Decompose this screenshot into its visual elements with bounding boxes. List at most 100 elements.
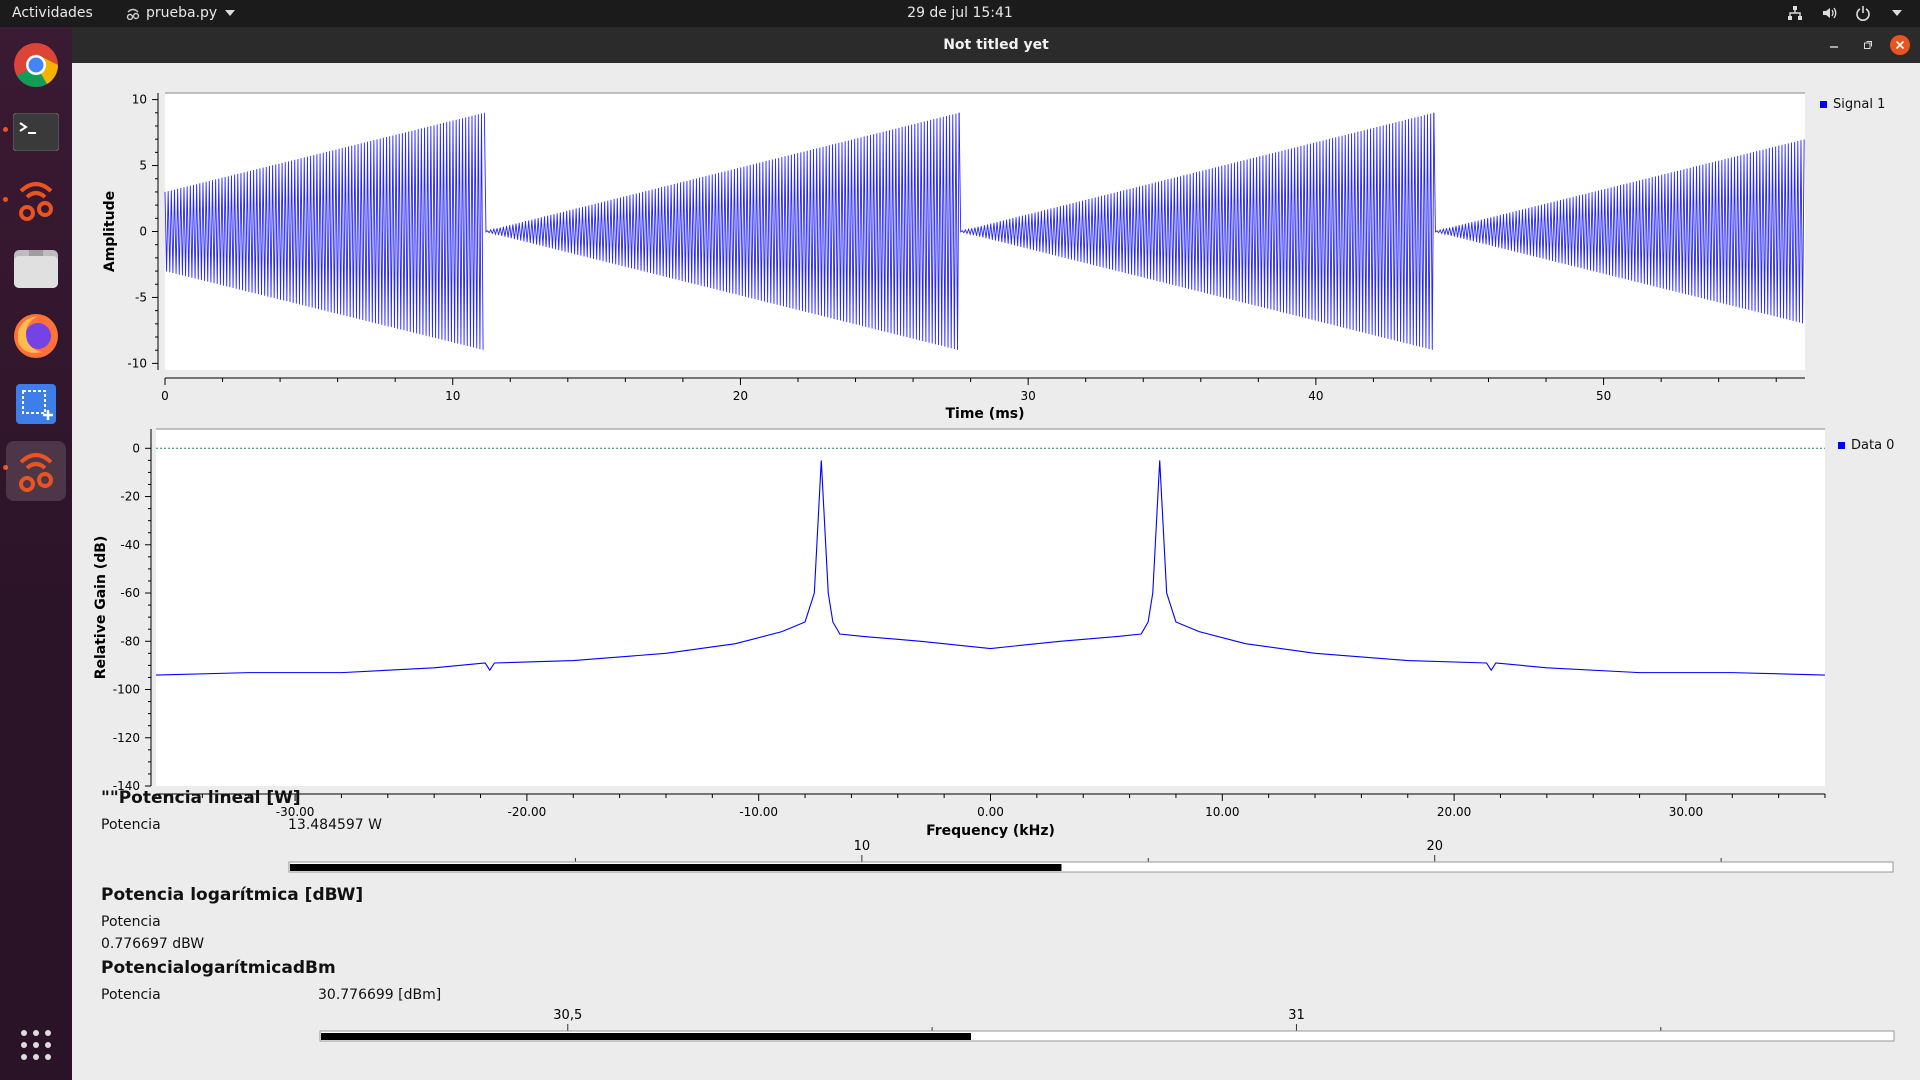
y-tick-label: -10 [127, 356, 147, 370]
x-tick-label: 20.00 [1437, 805, 1471, 819]
dock-item-chrome[interactable] [6, 35, 66, 95]
y-tick-label: -100 [113, 683, 140, 697]
dock [0, 27, 72, 1080]
app-menu[interactable]: prueba.py [126, 5, 236, 21]
chevron-down-icon [225, 10, 236, 16]
y-axis-label: Amplitude [102, 191, 118, 272]
y-tick-label: -20 [120, 490, 140, 504]
legend-label-data-0: Data 0 [1851, 438, 1895, 453]
legend-swatch [1820, 101, 1827, 108]
window-title: Not titled yet [943, 37, 1049, 53]
x-tick-label: 10 [445, 389, 460, 403]
close-button[interactable] [1890, 35, 1910, 55]
activities-button[interactable]: Actividades [12, 5, 93, 21]
x-tick-label: -10.00 [739, 805, 778, 819]
terminal-icon [13, 113, 59, 151]
label-potencia-dbm: Potencia [101, 987, 161, 1003]
y-tick-label: -140 [113, 779, 140, 793]
gauge-potencia-dbm: 30,5 31 [319, 1008, 1895, 1042]
y-tick-label: -60 [120, 586, 140, 600]
x-tick-label: 30 [1021, 389, 1036, 403]
x-tick-label: 0.00 [977, 805, 1004, 819]
x-tick-label: 40 [1308, 389, 1323, 403]
show-apps-button[interactable] [6, 1015, 66, 1075]
signal-1-line-segment-2 [958, 112, 1435, 350]
x-tick-label: 20 [733, 389, 748, 403]
gauge-fill [290, 864, 1062, 871]
chrome-icon [14, 43, 58, 87]
minimize-button[interactable] [1824, 35, 1844, 55]
value-potencia-dbm: 30.776699 [dBm] [318, 987, 442, 1003]
top-bar: Actividades prueba.py 29 de jul 15:41 [0, 0, 1920, 27]
dock-item-gnuradio-running[interactable] [6, 441, 66, 501]
gauge-track [319, 1030, 1895, 1042]
y-tick-label: -80 [120, 634, 140, 648]
gauge-track [288, 861, 1894, 873]
y-tick-label: -120 [113, 731, 140, 745]
network-icon[interactable] [1786, 4, 1804, 22]
freq-sink-plot[interactable]: 0 -20 -40 -60 -80 -100 -120 -140 -30.00 -20.00 -10… [72, 423, 1920, 843]
y-axis-label: Relative Gain (dB) [93, 536, 109, 680]
app-menu-label: prueba.py [146, 5, 218, 21]
y-tick-label: -40 [120, 538, 140, 552]
x-tick-label: 0 [161, 389, 169, 403]
restore-icon [1864, 41, 1872, 49]
y-tick-label: 0 [132, 441, 140, 455]
label-potencia-lineal: Potencia [101, 817, 161, 833]
close-icon [1895, 40, 1905, 50]
x-axis-label: Frequency (kHz) [926, 823, 1055, 839]
x-tick-label: -30.00 [276, 805, 315, 819]
y-tick-label: 0 [139, 225, 147, 239]
gnuradio-icon [19, 182, 53, 221]
screenshot-icon [16, 384, 56, 424]
maximize-button[interactable] [1858, 35, 1878, 55]
app-grid-icon [21, 1030, 51, 1060]
y-tick-label: -5 [135, 290, 147, 304]
minimize-icon [1830, 46, 1838, 48]
signal-1-line-segment-3 [1433, 112, 1805, 324]
power-icon[interactable] [1854, 4, 1872, 22]
y-tick-label: 10 [132, 93, 147, 107]
gnuradio-icon [126, 8, 140, 20]
legend-swatch [1838, 442, 1845, 449]
volume-icon[interactable] [1820, 4, 1838, 22]
gauge-tick-label: 31 [1288, 1008, 1305, 1023]
chevron-down-icon[interactable] [1888, 4, 1906, 22]
running-indicator [3, 127, 8, 132]
legend-label-signal-1: Signal 1 [1833, 97, 1886, 112]
gauge-tick-label: 10 [854, 839, 871, 854]
window-titlebar[interactable]: Not titled yet [72, 27, 1920, 63]
legend-freq[interactable]: Data 0 [1838, 438, 1894, 453]
x-tick-label: 10.00 [1205, 805, 1239, 819]
gauge-potencia-lineal: 10 20 [288, 839, 1894, 873]
heading-potencia-lineal: ""Potencia lineal [W] [101, 788, 301, 808]
heading-potencia-dbm: PotencialogarítmicadBm [101, 958, 336, 978]
system-tray[interactable] [1786, 4, 1906, 22]
plot-area [156, 429, 1825, 786]
dock-item-firefox[interactable] [6, 306, 66, 366]
signal-1-line-segment-1 [483, 112, 960, 350]
x-tick-label: -20.00 [508, 805, 547, 819]
gauge-tick-label: 20 [1426, 839, 1443, 854]
legend-time[interactable]: Signal 1 [1820, 97, 1885, 112]
dock-item-screenshot[interactable] [6, 374, 66, 434]
x-tick-label: 50 [1596, 389, 1611, 403]
y-tick-label: 5 [139, 159, 147, 173]
running-indicator [3, 197, 8, 202]
x-axis-label: Time (ms) [945, 406, 1024, 422]
data-0-line [155, 460, 1826, 676]
dock-item-files[interactable] [6, 238, 66, 298]
signal-1-line-segment-0 [164, 113, 484, 350]
gauge-tick-label: 30,5 [553, 1008, 582, 1023]
running-indicator [3, 465, 8, 470]
clock[interactable]: 29 de jul 15:41 [907, 5, 1013, 21]
dock-item-gnuradio[interactable] [6, 170, 66, 230]
flowgraph-gui: 10 5 0 -5 -10 0 10 20 30 40 50 Time (ms) Amplitude S… [72, 63, 1920, 1080]
firefox-icon [14, 314, 58, 358]
gauge-fill [321, 1033, 972, 1040]
heading-potencia-dbw: Potencia logarítmica [dBW] [101, 885, 364, 905]
label-potencia-dbw: Potencia [101, 914, 161, 930]
gnuradio-icon [19, 453, 53, 492]
dock-item-terminal[interactable] [6, 102, 66, 162]
